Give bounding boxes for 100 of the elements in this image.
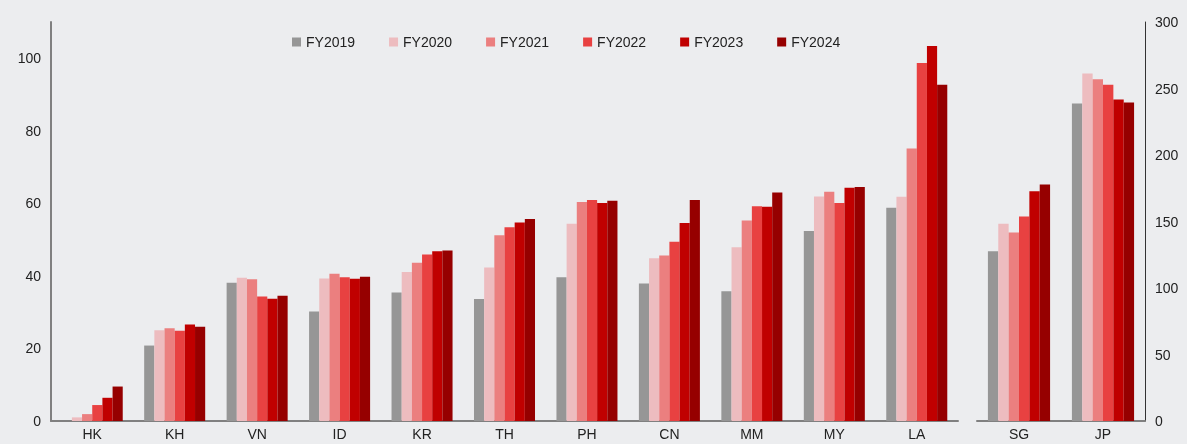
bar — [1113, 99, 1124, 421]
bar — [1082, 73, 1093, 421]
bar — [576, 201, 587, 421]
bar — [741, 220, 752, 421]
bar — [669, 241, 680, 421]
bar — [92, 405, 103, 421]
bar — [721, 291, 732, 421]
bar — [998, 223, 1009, 421]
y-tick-label: 200 — [1155, 147, 1179, 163]
legend-label: FY2019 — [306, 34, 356, 50]
bar — [82, 414, 93, 421]
bar — [144, 345, 155, 421]
bar — [844, 187, 855, 421]
bar — [659, 255, 670, 421]
x-tick-label: LA — [908, 426, 926, 442]
bar — [112, 386, 123, 421]
bar — [1103, 84, 1114, 421]
legend-label: FY2021 — [500, 34, 550, 50]
bar — [1092, 79, 1103, 421]
bar — [1039, 184, 1051, 421]
bar — [1123, 102, 1135, 421]
bar — [803, 230, 814, 421]
bar — [236, 277, 247, 421]
y-tick-label: 250 — [1155, 80, 1179, 97]
bar — [195, 326, 206, 421]
x-tick-label: PH — [577, 426, 597, 442]
y-tick-label: 0 — [1155, 413, 1163, 429]
legend-label: FY2024 — [791, 34, 841, 50]
bar — [896, 196, 907, 421]
bar — [267, 298, 278, 421]
bar — [339, 277, 350, 421]
bar — [391, 292, 402, 421]
legend-label: FY2022 — [597, 34, 647, 50]
bar — [504, 227, 515, 421]
bar — [751, 206, 763, 421]
bar — [937, 84, 948, 421]
bar — [484, 267, 495, 421]
x-tick-label: KH — [164, 426, 185, 442]
bar — [349, 278, 360, 421]
legend-label: FY2020 — [403, 34, 453, 50]
bar — [926, 45, 938, 421]
bar — [257, 296, 268, 421]
bar — [174, 330, 185, 421]
x-tick-label: VN — [247, 426, 267, 442]
bar — [762, 206, 773, 421]
x-tick-label: ID — [332, 426, 347, 442]
bar — [649, 258, 660, 421]
y-tick-label: 0 — [33, 413, 42, 429]
bar — [329, 273, 340, 421]
bar — [689, 200, 700, 421]
x-tick-label: JP — [1094, 426, 1112, 442]
y-tick-label: 80 — [25, 122, 42, 139]
bar — [772, 192, 783, 421]
y-tick-label: 40 — [25, 267, 42, 284]
bar — [432, 251, 443, 421]
bar — [607, 200, 618, 421]
bar — [277, 295, 288, 421]
bar — [422, 254, 433, 421]
bar — [987, 251, 999, 421]
bar — [154, 330, 165, 421]
bar — [906, 148, 917, 421]
bar — [854, 187, 865, 421]
bar — [886, 207, 897, 421]
bar — [411, 262, 423, 421]
bar — [319, 278, 330, 421]
bar — [309, 311, 320, 421]
bar — [164, 328, 175, 421]
bar — [834, 203, 845, 421]
bar — [1019, 216, 1030, 421]
bar — [184, 324, 196, 421]
x-tick-label: SG — [1008, 426, 1030, 442]
bar — [731, 247, 742, 421]
bar — [71, 417, 83, 421]
bar — [566, 223, 577, 421]
x-tick-label: MY — [823, 426, 846, 442]
bar — [1071, 103, 1083, 421]
x-tick-label: MM — [740, 426, 764, 442]
bar — [916, 62, 927, 421]
bar — [556, 277, 567, 421]
y-tick-label: 20 — [25, 340, 42, 357]
y-tick-label: 100 — [1155, 280, 1179, 296]
bar — [494, 235, 505, 421]
bar — [1029, 191, 1040, 421]
bar — [824, 191, 835, 421]
bar — [638, 283, 650, 421]
bar — [524, 218, 536, 421]
bar — [813, 196, 825, 421]
y-tick-label: 100 — [17, 50, 42, 67]
bar — [679, 222, 690, 421]
y-tick-label: 150 — [1155, 213, 1179, 230]
x-tick-label: KR — [412, 426, 432, 442]
bar — [442, 250, 453, 421]
bar — [597, 203, 608, 421]
legend-label: FY2023 — [694, 34, 744, 50]
y-tick-label: 300 — [1155, 14, 1179, 30]
bar — [359, 276, 371, 421]
x-tick-label: TH — [495, 426, 514, 442]
x-tick-label: CN — [659, 426, 680, 442]
bar — [401, 271, 412, 421]
bar — [102, 397, 113, 421]
